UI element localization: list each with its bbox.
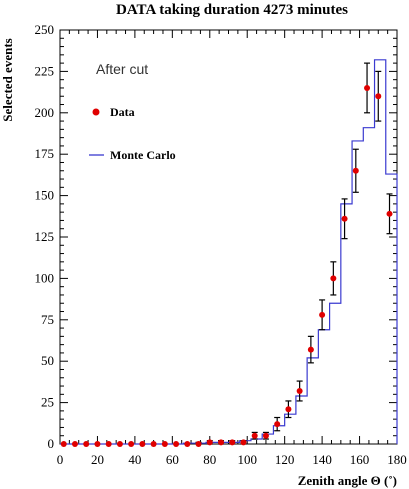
x-tick-label: 120 [275,452,295,467]
data-point [285,406,292,413]
y-tick-label: 100 [35,270,55,285]
data-points-layer [60,62,393,447]
y-tick-label: 0 [48,436,55,451]
y-tick-label: 250 [35,22,55,37]
data-point [195,441,202,447]
data-point [262,432,269,439]
plot-frame [59,29,398,445]
data-point [105,441,112,447]
data-point [206,439,213,446]
data-point [240,439,247,446]
data-point [218,439,225,446]
data-point [229,439,236,446]
data-point [71,441,78,447]
axis-ticks: 0 20 40 60 80 100 120 140 160 180 0 25 50 75 100 125 150… [35,22,407,467]
data-point [94,441,101,447]
x-axis-title: Zenith angle Θ (˚) [298,473,397,488]
data-point [319,311,326,318]
y-tick-label: 225 [35,63,55,78]
data-point [330,275,337,282]
y-tick-label: 25 [41,395,54,410]
x-tick-label: 20 [91,452,104,467]
data-point [341,215,348,222]
legend: Data Monte Carlo [89,105,176,162]
data-point [139,441,146,447]
x-tick-label: 0 [57,452,64,467]
data-point [251,432,258,439]
y-tick-label: 175 [35,146,55,161]
data-point [184,441,191,447]
legend-mc-label: Monte Carlo [110,148,176,162]
y-tick-label: 125 [35,229,55,244]
data-point [352,167,359,174]
x-tick-label: 160 [350,452,370,467]
data-point [150,441,157,447]
y-tick-label: 200 [35,105,55,120]
data-point [274,421,281,428]
data-point [128,441,135,447]
x-tick-label: 100 [237,452,257,467]
data-point [116,441,123,447]
legend-data-label: Data [110,105,135,119]
data-point [364,84,371,91]
data-point [173,441,180,447]
y-tick-label: 75 [41,312,54,327]
x-tick-label: 180 [387,452,407,467]
data-point [60,441,67,447]
y-tick-label: 150 [35,188,55,203]
y-tick-label: 50 [41,353,54,368]
x-tick-label: 140 [312,452,332,467]
chart-title: DATA taking duration 4273 minutes [116,2,348,18]
data-point [83,441,90,447]
data-point [375,93,382,100]
x-tick-label: 40 [128,452,141,467]
data-point [307,346,314,353]
x-tick-label: 80 [203,452,216,467]
legend-data-marker [92,108,100,116]
data-point [296,388,303,395]
after-cut-annotation: After cut [96,61,148,77]
y-axis-title: Selected events [0,38,15,121]
data-point [161,441,168,447]
x-tick-label: 60 [166,452,179,467]
data-point [386,210,393,217]
